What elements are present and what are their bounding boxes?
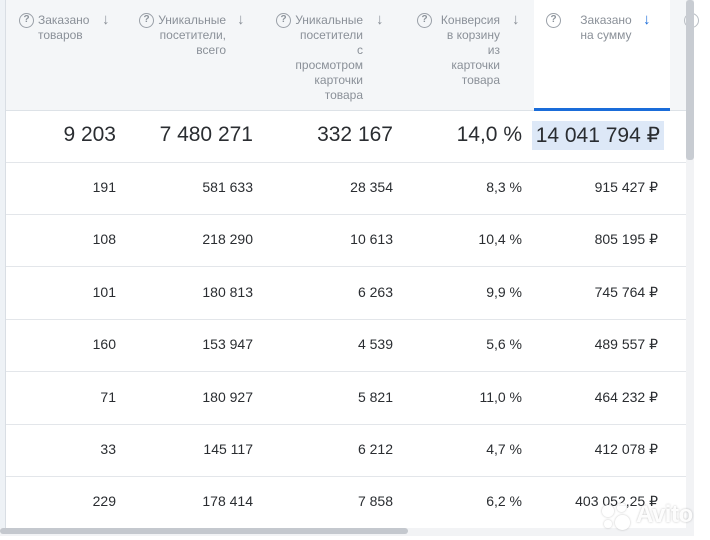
cell-visitors-card: 6 212: [357, 441, 393, 457]
cell-unique-visitors: 180 927: [202, 388, 253, 405]
cell-ordered-items: 160: [92, 336, 116, 353]
cell-ordered-items: 71: [100, 388, 116, 405]
column-label: Уникальные посетители с просмотром карто…: [295, 13, 363, 102]
cell-conversion: 9,9 %: [486, 283, 522, 300]
cell-conversion: 4,7 %: [486, 441, 522, 457]
table-left-edge: [0, 0, 6, 528]
cell-unique-visitors: 218 290: [202, 231, 253, 248]
cell-ordered-sum: 412 078 ₽: [594, 441, 658, 457]
column-label: Заказано на сумму: [580, 13, 632, 42]
help-icon[interactable]: ?: [139, 13, 154, 28]
total-visitors-card: 332 167: [317, 123, 393, 146]
table-row[interactable]: 108 218 290 10 613 10,4 % 805 195 ₽: [6, 214, 686, 268]
cell-visitors-card: 7 858: [357, 493, 393, 510]
watermark-text: Avito: [636, 501, 693, 528]
cell-conversion: 8,3 %: [486, 179, 522, 195]
column-header-unique-visitors-card[interactable]: ? Уникальные посетители с просмотром кар…: [273, 0, 411, 110]
sort-arrow-icon[interactable]: ↓: [512, 11, 520, 28]
cell-visitors-card: 4 539: [357, 336, 393, 353]
cell-ordered-sum: 489 557 ₽: [594, 336, 658, 353]
sort-arrow-icon[interactable]: ↓: [376, 11, 384, 28]
table-row[interactable]: 71 180 927 5 821 11,0 % 464 232 ₽: [6, 372, 686, 425]
cell-visitors-card: 5 821: [357, 388, 393, 405]
cell-unique-visitors: 153 947: [202, 336, 253, 353]
cell-unique-visitors: 178 414: [202, 493, 253, 510]
cell-visitors-card: 10 613: [350, 231, 393, 248]
table-row[interactable]: 191 581 633 28 354 8,3 % 915 427 ₽: [6, 162, 686, 215]
total-ordered-sum: 14 041 794 ₽: [531, 121, 664, 150]
total-unique-visitors: 7 480 271: [159, 123, 253, 146]
table-header: ? Заказано товаров ↓ ? Уникальные посети…: [6, 0, 686, 111]
total-ordered-items: 9 203: [63, 123, 116, 146]
help-icon[interactable]: ?: [546, 13, 561, 28]
cell-ordered-sum: 805 195 ₽: [594, 231, 658, 248]
avito-watermark: Avito: [600, 499, 710, 533]
column-header-ordered-sum[interactable]: ? Заказано на сумму ↓: [534, 0, 670, 111]
column-header-unique-visitors-total[interactable]: ? Уникальные посетители, всего ↓: [136, 0, 273, 110]
cell-visitors-card: 6 263: [357, 283, 393, 300]
cell-unique-visitors: 145 117: [203, 441, 253, 457]
sort-arrow-icon[interactable]: ↓: [102, 11, 110, 28]
cell-ordered-sum: 915 427 ₽: [594, 179, 658, 195]
cell-conversion: 6,2 %: [486, 493, 522, 510]
horizontal-scrollbar-thumb[interactable]: [0, 528, 408, 534]
sort-arrow-icon[interactable]: ↓: [237, 11, 245, 28]
cell-ordered-items: 101: [92, 283, 116, 300]
cell-conversion: 10,4 %: [478, 231, 522, 248]
cell-conversion: 5,6 %: [486, 336, 522, 353]
cell-ordered-items: 229: [92, 493, 116, 510]
cell-unique-visitors: 581 633: [202, 179, 253, 195]
cell-ordered-sum: 403 052,25 ₽: [575, 493, 658, 510]
column-header-cart-conversion[interactable]: ? Конверсия в корзину из карточки товара…: [411, 0, 534, 110]
table-row[interactable]: 160 153 947 4 539 5,6 % 489 557 ₽: [6, 319, 686, 373]
cell-unique-visitors: 180 813: [202, 283, 253, 300]
help-icon[interactable]: ?: [19, 13, 34, 28]
cell-ordered-sum: 745 764 ₽: [594, 283, 658, 300]
column-label: Конверсия в корзину из карточки товара: [440, 13, 500, 87]
total-conversion: 14,0 %: [456, 123, 522, 146]
cell-ordered-items: 33: [100, 441, 116, 457]
vertical-scrollbar-track[interactable]: [686, 0, 694, 528]
avito-logo-icon: [600, 503, 634, 533]
column-label: Уникальные посетители, всего: [158, 13, 226, 57]
cell-ordered-sum: 464 232 ₽: [594, 388, 658, 405]
table-row[interactable]: 229 178 414 7 858 6,2 % 403 052,25 ₽: [6, 476, 686, 530]
vertical-scrollbar-thumb[interactable]: [686, 0, 694, 160]
sort-arrow-icon[interactable]: ↓: [643, 11, 651, 28]
table-row[interactable]: 101 180 813 6 263 9,9 % 745 764 ₽: [6, 267, 686, 320]
column-header-ordered-items[interactable]: ? Заказано товаров ↓: [6, 0, 136, 110]
cell-ordered-items: 191: [92, 179, 116, 195]
cell-visitors-card: 28 354: [350, 179, 393, 195]
help-icon[interactable]: ?: [276, 13, 291, 28]
column-label: Заказано товаров: [38, 13, 90, 42]
help-icon[interactable]: ?: [417, 13, 432, 28]
table-row[interactable]: 33 145 117 6 212 4,7 % 412 078 ₽: [6, 424, 686, 477]
totals-row: 9 203 7 480 271 332 167 14,0 % 14 041 79…: [6, 110, 686, 163]
cell-conversion: 11,0 %: [479, 388, 522, 405]
cell-ordered-items: 108: [92, 231, 116, 248]
